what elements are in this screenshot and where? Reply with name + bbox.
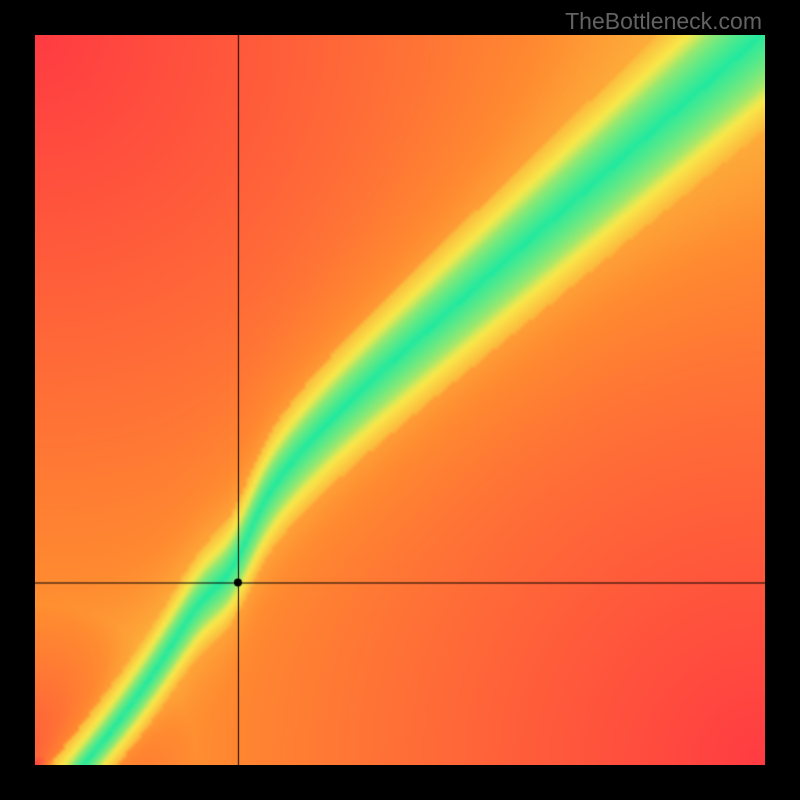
bottleneck-heatmap [35, 35, 765, 765]
watermark-text: TheBottleneck.com [565, 8, 762, 35]
chart-container: TheBottleneck.com [0, 0, 800, 800]
